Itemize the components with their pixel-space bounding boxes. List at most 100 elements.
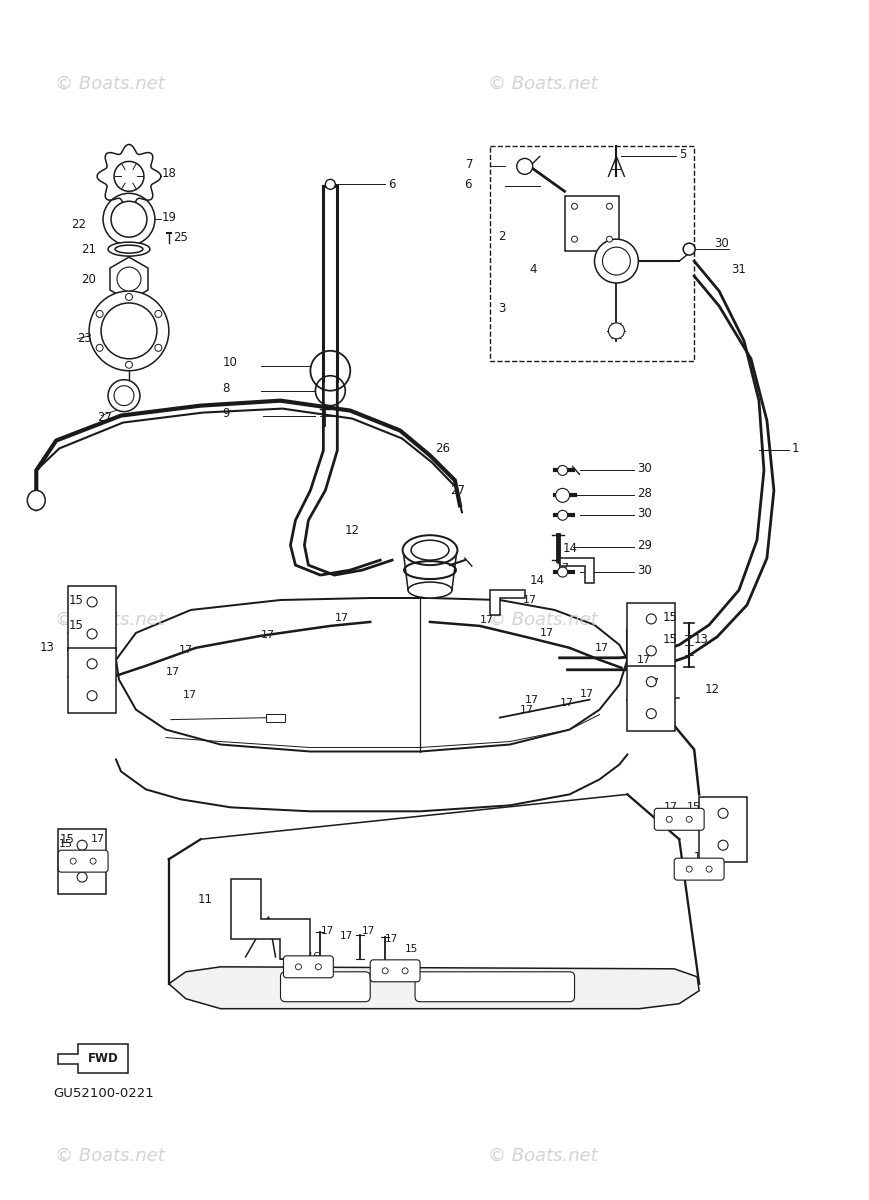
Text: 15: 15: [70, 594, 84, 606]
Text: 2: 2: [498, 229, 505, 242]
Text: 22: 22: [71, 217, 86, 230]
Circle shape: [87, 598, 97, 607]
Circle shape: [607, 203, 613, 209]
Text: 17: 17: [636, 655, 651, 665]
Circle shape: [77, 840, 87, 850]
Text: 28: 28: [637, 487, 653, 500]
Ellipse shape: [411, 540, 449, 560]
Text: 17: 17: [179, 644, 193, 655]
Text: 17: 17: [555, 563, 570, 574]
Text: 8: 8: [222, 382, 230, 395]
Text: 19: 19: [162, 211, 177, 223]
Circle shape: [647, 646, 656, 656]
Text: 9: 9: [222, 407, 230, 420]
Text: 17: 17: [335, 613, 349, 623]
Text: 17: 17: [321, 926, 334, 936]
Circle shape: [114, 385, 134, 406]
Text: 26: 26: [435, 442, 450, 455]
Text: 27: 27: [97, 412, 112, 424]
Text: 17: 17: [694, 852, 708, 862]
Circle shape: [155, 344, 162, 352]
Circle shape: [706, 866, 712, 872]
Text: 15: 15: [662, 612, 677, 624]
Polygon shape: [560, 558, 594, 583]
Text: FWD: FWD: [88, 1052, 118, 1066]
Text: 11: 11: [198, 893, 213, 906]
Text: 7: 7: [466, 158, 474, 170]
Text: 30: 30: [637, 564, 652, 576]
Text: 17: 17: [362, 926, 375, 936]
Text: 17: 17: [560, 697, 574, 708]
Text: 15: 15: [281, 934, 294, 944]
FancyBboxPatch shape: [674, 858, 724, 880]
Polygon shape: [97, 144, 161, 209]
Circle shape: [90, 858, 96, 864]
Polygon shape: [230, 880, 310, 959]
Circle shape: [558, 568, 567, 577]
FancyBboxPatch shape: [370, 960, 420, 982]
Circle shape: [114, 162, 144, 191]
Circle shape: [87, 659, 97, 668]
Circle shape: [647, 614, 656, 624]
Circle shape: [70, 858, 76, 864]
Bar: [266, 714, 286, 721]
Bar: [68, 586, 116, 650]
FancyBboxPatch shape: [281, 972, 370, 1002]
Text: 15: 15: [70, 619, 84, 632]
Circle shape: [687, 866, 693, 872]
Circle shape: [108, 379, 140, 412]
Text: 5: 5: [680, 148, 687, 161]
Ellipse shape: [115, 245, 143, 253]
Text: 17: 17: [182, 690, 197, 700]
Text: © Boats.net: © Boats.net: [55, 611, 165, 629]
Circle shape: [718, 840, 728, 850]
Text: 30: 30: [637, 462, 652, 475]
Text: © Boats.net: © Boats.net: [55, 1147, 165, 1165]
Text: 21: 21: [81, 242, 96, 256]
Circle shape: [125, 294, 132, 300]
Text: 10: 10: [222, 356, 237, 370]
Circle shape: [647, 677, 656, 686]
Ellipse shape: [27, 491, 45, 510]
Circle shape: [111, 202, 147, 238]
Circle shape: [558, 466, 567, 475]
Bar: [68, 648, 116, 713]
Text: 30: 30: [637, 506, 652, 520]
Text: 15: 15: [295, 949, 308, 959]
Text: 4: 4: [530, 263, 537, 276]
Polygon shape: [58, 1044, 128, 1074]
Text: 25: 25: [173, 230, 188, 244]
Ellipse shape: [402, 535, 457, 565]
Text: 18: 18: [162, 167, 176, 180]
Circle shape: [325, 179, 335, 190]
Circle shape: [607, 236, 613, 242]
Text: GU52100-0221: GU52100-0221: [54, 1087, 155, 1100]
Bar: [627, 602, 675, 667]
Text: 27: 27: [450, 484, 465, 497]
Text: 1: 1: [792, 442, 799, 455]
Bar: [700, 797, 747, 862]
Text: 17: 17: [664, 803, 679, 812]
Circle shape: [295, 964, 302, 970]
Ellipse shape: [108, 242, 150, 256]
Circle shape: [718, 809, 728, 818]
Text: 16: 16: [278, 952, 293, 962]
Text: © Boats.net: © Boats.net: [55, 74, 165, 92]
Circle shape: [687, 816, 693, 822]
Circle shape: [155, 311, 162, 318]
Ellipse shape: [408, 582, 452, 598]
Text: © Boats.net: © Boats.net: [488, 611, 598, 629]
Text: 17: 17: [341, 931, 354, 941]
Text: 30: 30: [714, 236, 729, 250]
Text: 15: 15: [405, 944, 418, 954]
Text: 12: 12: [344, 523, 359, 536]
Circle shape: [117, 268, 141, 290]
Circle shape: [96, 344, 103, 352]
Circle shape: [647, 709, 656, 719]
Text: 17: 17: [480, 614, 494, 625]
Circle shape: [96, 311, 103, 318]
Circle shape: [608, 323, 625, 338]
Text: 3: 3: [498, 302, 505, 316]
Text: 15: 15: [59, 833, 74, 846]
Circle shape: [315, 964, 322, 970]
